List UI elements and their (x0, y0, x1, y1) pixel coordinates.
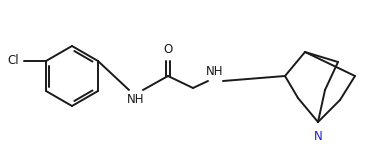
Text: NH: NH (206, 65, 224, 78)
Text: N: N (314, 130, 322, 143)
Text: NH: NH (127, 93, 145, 106)
Text: O: O (163, 43, 172, 56)
Text: Cl: Cl (7, 55, 19, 67)
